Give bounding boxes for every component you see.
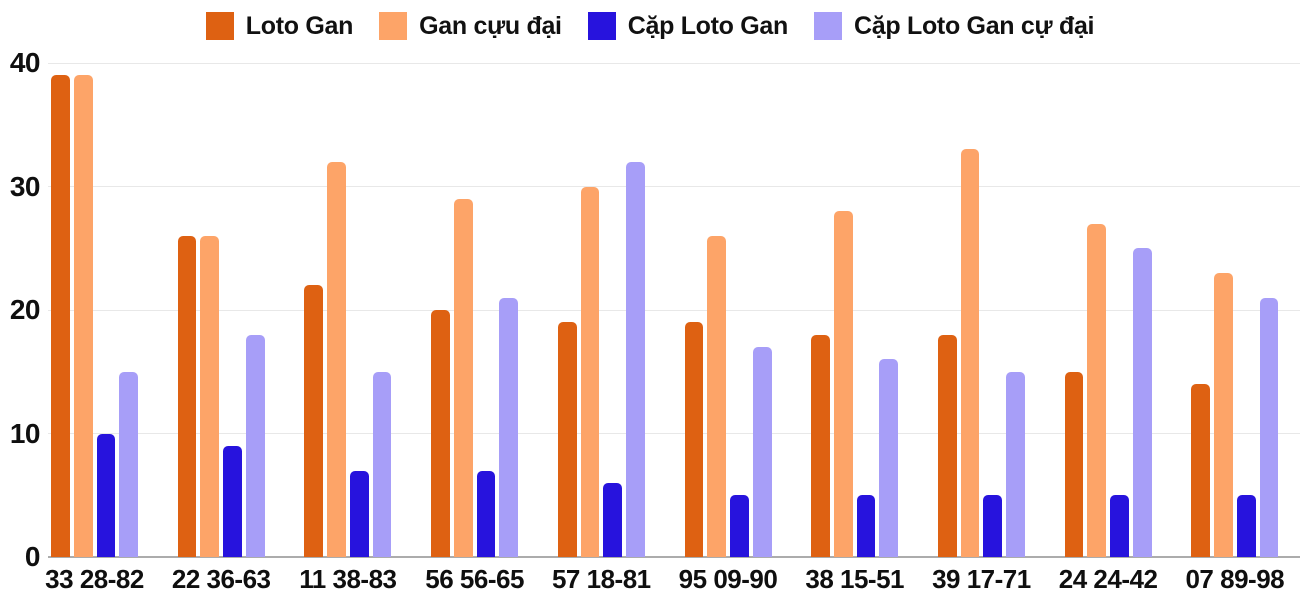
gridline — [48, 309, 1300, 311]
bar[interactable] — [372, 371, 392, 557]
y-axis-label: 30 — [9, 170, 41, 202]
bar[interactable] — [1087, 223, 1107, 557]
x-axis-label: 33 28-82 — [45, 564, 144, 594]
x-axis-label: 22 36-63 — [171, 564, 271, 594]
legend-label: Cặp Loto Gan — [627, 11, 789, 40]
bar[interactable] — [177, 235, 197, 557]
bar-group — [431, 198, 519, 557]
bar[interactable] — [327, 161, 346, 557]
bar[interactable] — [580, 186, 600, 557]
bar[interactable] — [200, 235, 220, 557]
bar[interactable] — [811, 334, 830, 557]
legend-item[interactable]: Cặp Loto Gan cự đại — [814, 11, 1095, 41]
bar[interactable] — [476, 470, 496, 557]
bar[interactable] — [1132, 248, 1152, 557]
bar[interactable] — [73, 75, 93, 557]
bar[interactable] — [730, 495, 749, 557]
bar[interactable] — [603, 482, 623, 557]
x-axis-baseline — [48, 556, 1300, 558]
legend-swatch-icon — [814, 12, 842, 40]
legend-item[interactable]: Loto Gan — [205, 11, 354, 41]
bar-group — [684, 235, 772, 557]
y-axis-label: 40 — [9, 47, 41, 78]
bar[interactable] — [223, 445, 242, 557]
bar-group — [177, 235, 265, 557]
x-axis-label: 38 15-51 — [805, 564, 905, 594]
bar[interactable] — [119, 371, 138, 557]
bar[interactable] — [304, 285, 324, 557]
bar[interactable] — [1236, 495, 1256, 557]
bar[interactable] — [499, 297, 519, 557]
bar-group — [937, 149, 1025, 557]
bar[interactable] — [1214, 272, 1233, 557]
x-axis-label: 95 09-90 — [678, 564, 778, 594]
y-axis-label: 20 — [9, 294, 41, 325]
legend-item[interactable]: Gan cựu đại — [379, 12, 562, 41]
legend-label: Cặp Loto Gan cự đại — [854, 11, 1095, 40]
bar[interactable] — [752, 347, 772, 557]
bar[interactable] — [245, 334, 265, 557]
bar[interactable] — [1064, 371, 1084, 557]
bar[interactable] — [349, 470, 369, 557]
bar-group — [557, 161, 645, 557]
bar[interactable] — [1259, 297, 1279, 557]
x-axis-label: 07 89-98 — [1185, 564, 1285, 594]
bar[interactable] — [983, 495, 1003, 557]
bar[interactable] — [1110, 495, 1129, 557]
bar[interactable] — [879, 359, 899, 557]
bar[interactable] — [937, 334, 957, 557]
x-axis-label: 56 56-65 — [425, 564, 524, 594]
bar-group — [51, 75, 138, 557]
bar[interactable] — [431, 310, 450, 557]
bar[interactable] — [856, 495, 876, 557]
gridline — [48, 186, 1300, 187]
legend-swatch-icon — [587, 12, 616, 40]
legend-label: Loto Gan — [245, 11, 354, 40]
legend-item[interactable]: Cặp Loto Gan — [587, 11, 789, 41]
gridline — [48, 433, 1300, 434]
legend-swatch-icon — [205, 12, 234, 40]
bar[interactable] — [684, 322, 704, 557]
bar[interactable] — [1006, 371, 1025, 557]
gridline — [48, 62, 1300, 64]
bar[interactable] — [1191, 384, 1211, 557]
x-axis-label: 11 38-83 — [299, 564, 397, 594]
bar[interactable] — [626, 161, 645, 557]
y-axis-label: 10 — [9, 417, 41, 449]
x-axis-label: 57 18-81 — [551, 564, 651, 594]
bar-group — [1064, 223, 1152, 557]
bar[interactable] — [453, 198, 473, 557]
bar[interactable] — [96, 433, 116, 557]
y-axis-label: 0 — [24, 541, 41, 572]
legend: Loto Gan Gan cựu đại Cặp Loto Gan Cặp Loto … — [0, 8, 1300, 44]
bar[interactable] — [707, 235, 726, 557]
bar[interactable] — [960, 149, 980, 557]
bar[interactable] — [51, 75, 70, 557]
bar-group — [811, 211, 899, 557]
legend-swatch-icon — [379, 12, 408, 40]
legend-label: Gan cựu đại — [419, 11, 562, 40]
x-axis-label: 39 17-71 — [932, 564, 1031, 594]
bar[interactable] — [557, 322, 577, 557]
bar[interactable] — [833, 211, 853, 557]
x-axis-label: 24 24-42 — [1058, 564, 1158, 594]
bar-group — [304, 161, 392, 557]
bar-group — [1191, 272, 1279, 557]
